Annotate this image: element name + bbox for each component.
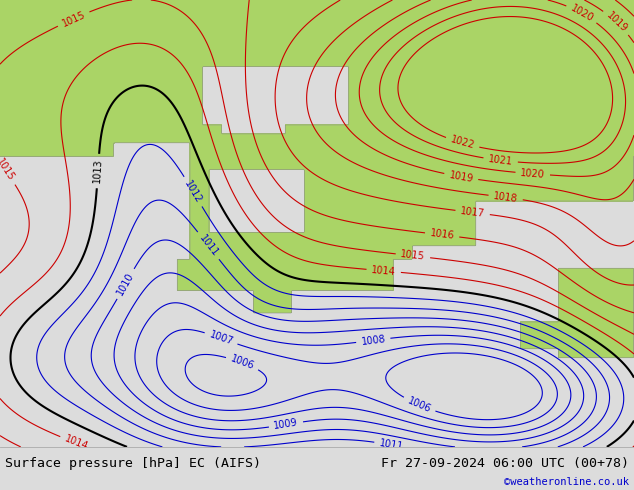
Text: 1020: 1020 — [569, 3, 595, 24]
Text: 1014: 1014 — [63, 434, 89, 452]
Text: 1008: 1008 — [361, 334, 386, 347]
Text: 1018: 1018 — [493, 191, 519, 204]
Text: 1010: 1010 — [115, 271, 136, 297]
Text: 1014: 1014 — [371, 265, 396, 277]
Text: 1015: 1015 — [60, 9, 87, 28]
Text: 1007: 1007 — [208, 330, 235, 347]
Text: 1006: 1006 — [406, 395, 432, 415]
Text: 1020: 1020 — [520, 168, 545, 180]
Text: 1011: 1011 — [197, 233, 220, 258]
Text: 1009: 1009 — [273, 417, 299, 431]
Text: ©weatheronline.co.uk: ©weatheronline.co.uk — [504, 477, 629, 487]
Text: 1011: 1011 — [378, 438, 404, 452]
Text: 1016: 1016 — [429, 228, 455, 242]
Text: 1022: 1022 — [450, 135, 476, 151]
Text: 1017: 1017 — [460, 206, 486, 219]
Text: 1006: 1006 — [230, 354, 256, 371]
Text: 1015: 1015 — [400, 249, 425, 262]
Text: 1019: 1019 — [604, 10, 629, 34]
Text: Surface pressure [hPa] EC (AIFS): Surface pressure [hPa] EC (AIFS) — [5, 457, 261, 470]
Text: 1013: 1013 — [92, 158, 104, 184]
Text: 1015: 1015 — [0, 157, 16, 183]
Text: 1012: 1012 — [183, 178, 204, 205]
Text: Fr 27-09-2024 06:00 UTC (00+78): Fr 27-09-2024 06:00 UTC (00+78) — [381, 457, 629, 470]
Text: 1021: 1021 — [488, 154, 514, 167]
Text: 1019: 1019 — [448, 170, 474, 184]
